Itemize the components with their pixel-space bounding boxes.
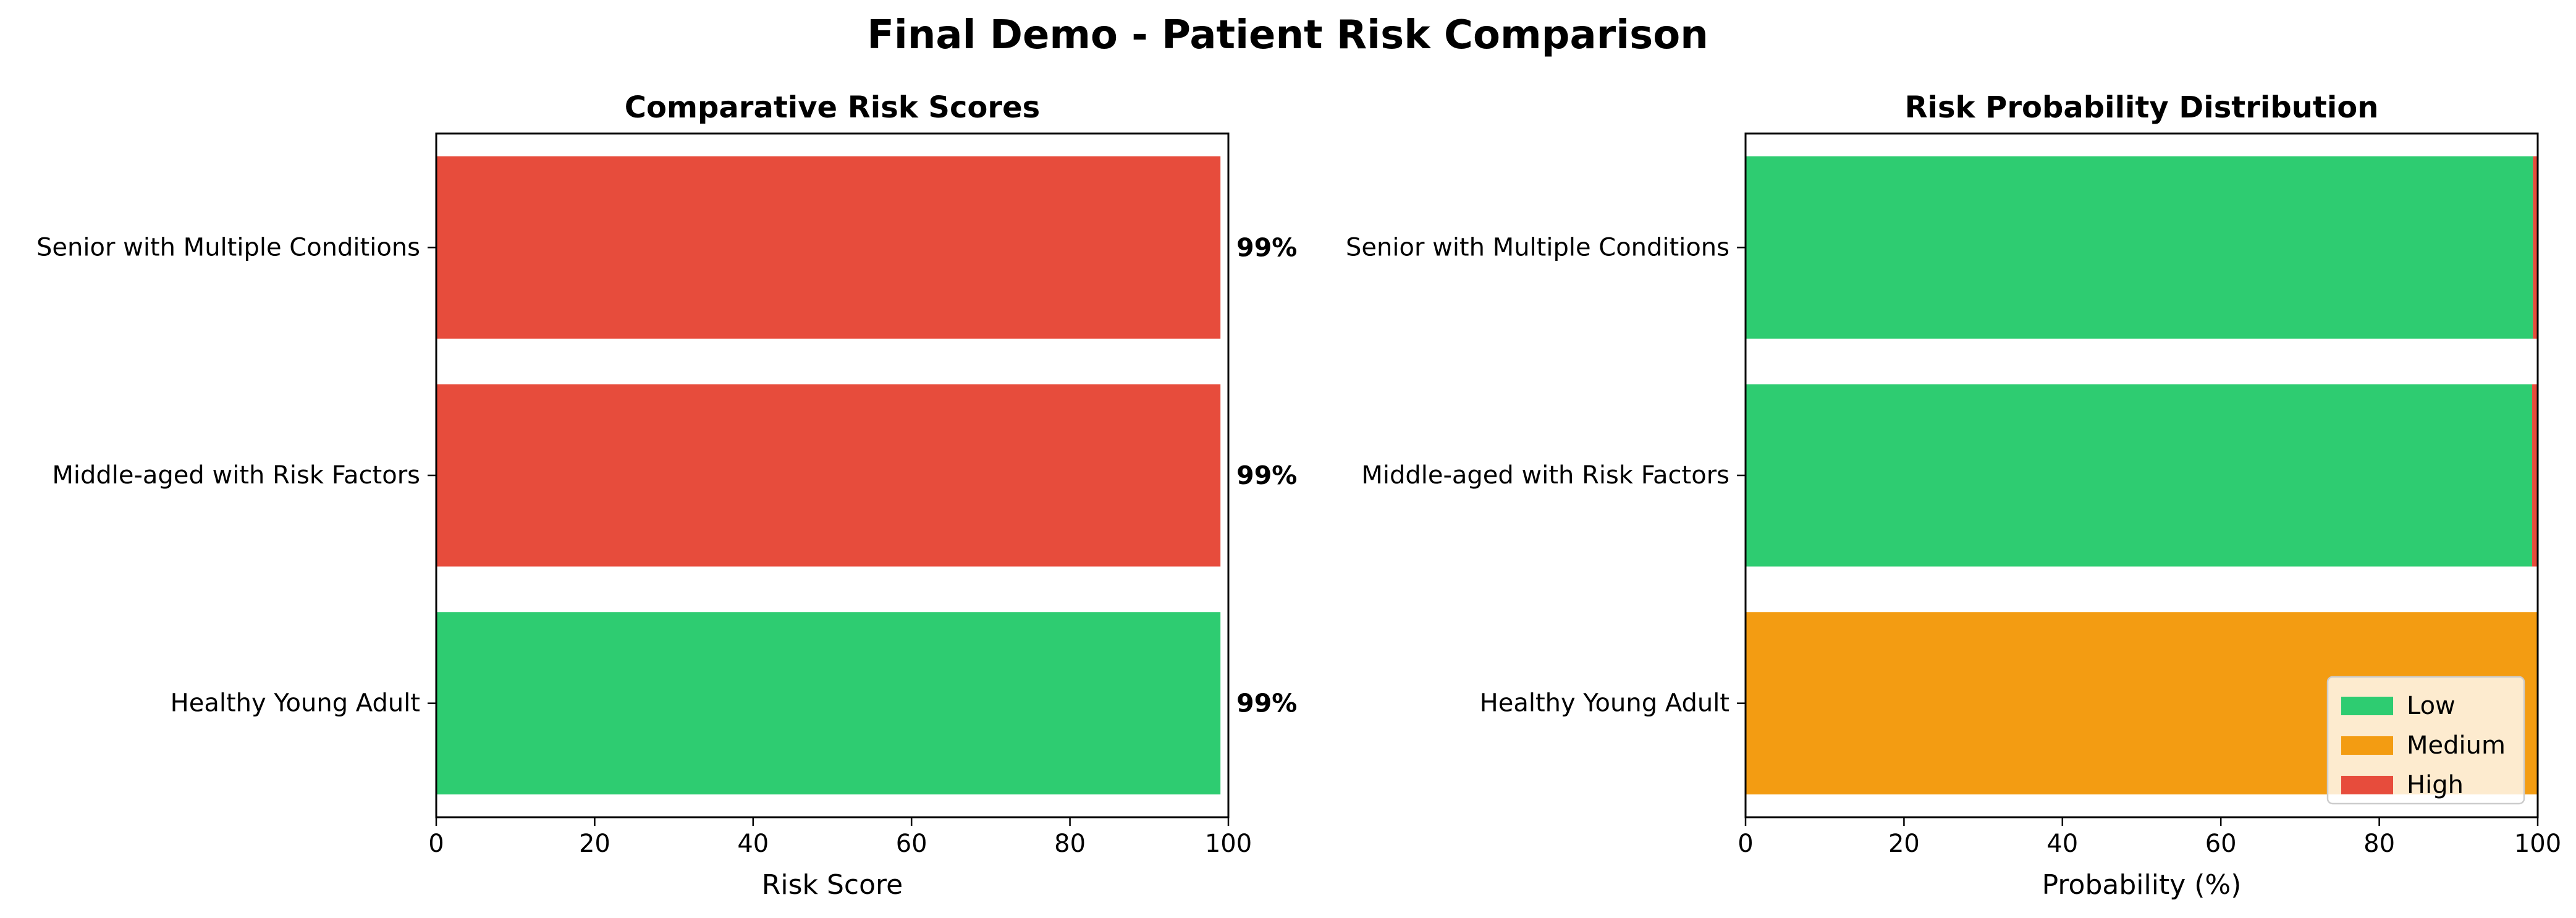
x-tick-label: 100 bbox=[2514, 830, 2561, 858]
y-tick-label: Middle-aged with Risk Factors bbox=[52, 461, 420, 490]
y-tick-label: Senior with Multiple Conditions bbox=[1346, 233, 1729, 261]
bar-low-1 bbox=[1746, 384, 2533, 567]
x-tick-label: 20 bbox=[579, 830, 610, 858]
x-tick-label: 0 bbox=[1738, 830, 1753, 858]
bar-0 bbox=[436, 612, 1221, 795]
bar-high-1 bbox=[2532, 384, 2538, 567]
y-tick-label: Senior with Multiple Conditions bbox=[36, 233, 420, 261]
x-tick-label: 40 bbox=[2046, 830, 2078, 858]
x-axis-label: Probability (%) bbox=[2042, 869, 2242, 901]
x-tick-label: 0 bbox=[428, 830, 444, 858]
bar-2 bbox=[436, 156, 1221, 339]
y-tick-label: Healthy Young Adult bbox=[171, 689, 420, 718]
x-axis-label: Risk Score bbox=[762, 869, 903, 901]
x-tick-label: 60 bbox=[2205, 830, 2237, 858]
data-label-0: 99% bbox=[1236, 689, 1297, 718]
x-tick-label: 100 bbox=[1205, 830, 1252, 858]
subplot-title: Comparative Risk Scores bbox=[625, 90, 1040, 125]
bar-high-2 bbox=[2533, 156, 2538, 339]
legend: Low Medium High bbox=[2326, 676, 2525, 805]
data-label-1: 99% bbox=[1236, 461, 1297, 490]
legend-swatch-medium bbox=[2341, 736, 2393, 755]
y-tick-label: Healthy Young Adult bbox=[1480, 689, 1729, 718]
bar-1 bbox=[436, 384, 1221, 567]
legend-label-low: Low bbox=[2407, 692, 2456, 720]
legend-label-medium: Medium bbox=[2407, 731, 2506, 760]
data-label-2: 99% bbox=[1236, 232, 1297, 262]
subplot-title: Risk Probability Distribution bbox=[1905, 90, 2379, 125]
risk-score-panel: 99% 99% 99% 0 20 40 60 80 100 Healthy Young Adult… bbox=[36, 90, 1297, 901]
x-tick-label: 60 bbox=[896, 830, 927, 858]
x-tick-label: 80 bbox=[2363, 830, 2395, 858]
legend-label-high: High bbox=[2407, 771, 2464, 799]
bar-low-2 bbox=[1746, 156, 2533, 339]
figure-title: Final Demo - Patient Risk Comparison bbox=[867, 12, 1708, 58]
x-tick-label: 40 bbox=[737, 830, 769, 858]
legend-swatch-low bbox=[2341, 697, 2393, 715]
x-tick-label: 80 bbox=[1054, 830, 1086, 858]
y-tick-label: Middle-aged with Risk Factors bbox=[1361, 461, 1729, 490]
risk-probability-panel: 0 20 40 60 80 100 Healthy Young Adult Middle-ag… bbox=[1346, 90, 2561, 901]
x-tick-label: 20 bbox=[1888, 830, 1920, 858]
legend-swatch-high bbox=[2341, 776, 2393, 794]
